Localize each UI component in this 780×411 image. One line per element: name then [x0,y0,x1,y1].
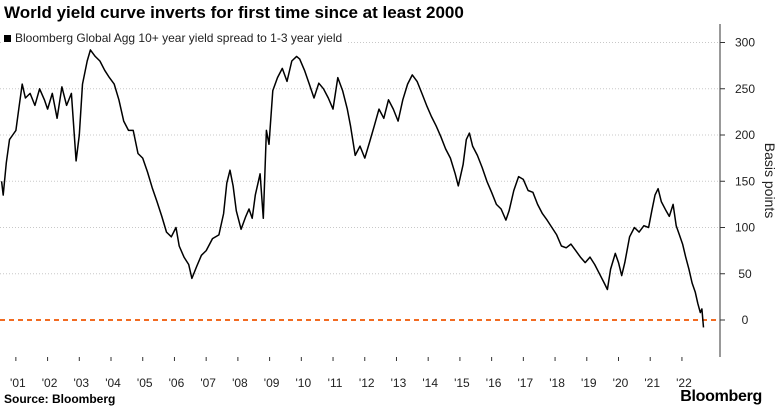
x-tick-label-2014: '14 [422,376,438,390]
x-tick-label-2002: '02 [42,376,58,390]
legend: Bloomberg Global Agg 10+ year yield spre… [2,28,347,48]
series-line [0,49,705,328]
y-tick-label-250: 250 [735,82,755,96]
y-tick-label-200: 200 [735,128,755,142]
x-tick-label-2008: '08 [232,376,248,390]
x-tick-label-2017: '17 [518,376,534,390]
y-tick-label-50: 50 [738,267,752,281]
x-tick-label-2010: '10 [296,376,312,390]
y-tick-label-150: 150 [735,174,755,188]
x-tick-labels: '01 '02 '03 '04 '05 '06 '07 '08 '09 '10 '11 '12 '13 '… [10,357,692,390]
bloomberg-logo: Bloomberg [680,388,762,405]
y-tick-label-100: 100 [735,221,755,235]
x-tick-label-2004: '04 [105,376,121,390]
grid-lines [0,42,720,275]
x-tick-label-2006: '06 [169,376,185,390]
y-axis-label: Basis points [762,143,778,218]
y-tick-label-0: 0 [742,313,749,327]
x-tick-label-2005: '05 [137,376,153,390]
x-tick-label-2012: '12 [359,376,375,390]
x-tick-label-2021: '21 [644,376,660,390]
legend-swatch [4,34,11,42]
x-tick-label-2011: '11 [328,376,343,390]
x-tick-label-2019: '19 [581,376,597,390]
x-tick-label-2018: '18 [549,376,565,390]
x-tick-label-2020: '20 [613,376,629,390]
x-tick-label-2015: '15 [454,376,470,390]
y-tick-label-300: 300 [735,36,755,50]
x-tick-label-2013: '13 [391,376,407,390]
source-note: Source: Bloomberg [4,392,116,406]
x-tick-label-2022: '22 [676,376,692,390]
y-tick-labels: 0 50 100 150 200 250 300 [720,36,755,327]
x-tick-label-2016: '16 [486,376,502,390]
x-tick-label-2001: '01 [10,376,26,390]
legend-label: Bloomberg Global Agg 10+ year yield spre… [15,31,343,45]
x-tick-label-2003: '03 [73,376,89,390]
x-tick-label-2007: '07 [200,376,216,390]
x-tick-label-2009: '09 [264,376,280,390]
chart-title: World yield curve inverts for first time… [4,3,464,22]
